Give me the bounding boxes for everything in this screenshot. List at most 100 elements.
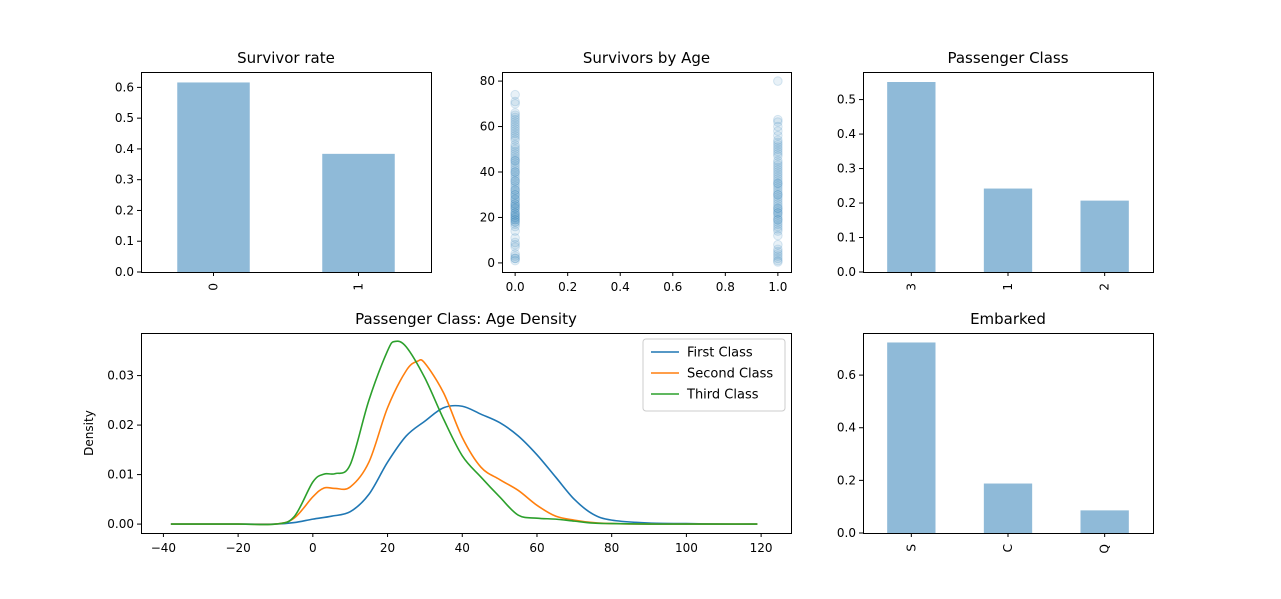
survivors-by-age-point [773,167,783,177]
survivors-by-age-point [773,126,783,136]
survivors-by-age-point [773,185,783,195]
survivors-by-age-point [510,194,520,205]
survivors-by-age-point [510,114,520,125]
embarked-xtick-label: Q [1098,544,1112,553]
survivor-rate-ytick-label: 0.2 [115,203,134,217]
survivors-by-age-point [773,114,783,125]
embarked-bar-C [983,483,1033,533]
passenger-class-xtick-label: 1 [1001,283,1015,291]
survivors-by-age-point [510,89,520,100]
survivors-by-age-point [510,192,520,202]
survivors-by-age-point [773,208,783,218]
survivors-by-age-point [773,130,783,141]
survivors-by-age-point [773,226,783,236]
survivors-by-age-point [773,176,783,186]
survivors-by-age-point [510,251,520,261]
survivors-by-age-point [510,199,520,209]
passenger-class-bar-2 [1080,200,1129,272]
survivors-by-age-point [510,176,520,186]
survivors-by-age-point [510,203,520,214]
survivors-by-age-point [773,203,783,214]
survivors-by-age-point [510,155,520,166]
survivors-by-age-point [773,253,783,264]
survivors-by-age-point [510,117,520,127]
survivors-by-age-point [510,110,520,120]
survivors-by-age-point [510,126,520,136]
age-density-xtick-label: 80 [604,541,619,555]
survivors-by-age-point [773,249,783,259]
survivors-by-age-point [510,208,520,218]
embarked-chart: S C Q 0.0 0.2 0.4 0.6 Embarked [837,310,1154,553]
survivors-by-age-point [773,164,783,175]
age-density-legend-box [642,338,786,412]
survivors-by-age-point [773,214,783,225]
survivors-by-age-point [510,212,520,223]
passenger-class-ytick-label: 0.5 [837,93,856,107]
survivors-by-age-point [773,117,783,127]
survivors-by-age-point [773,137,783,148]
survivors-by-age-xtick-label: 1.0 [768,280,787,294]
survivors-by-age-title: Survivors by Age [583,49,710,67]
age-density-ytick-label: 0.03 [107,369,134,383]
embarked-bar-Q [1080,510,1129,533]
survivors-by-age-point [510,253,520,264]
survivors-by-age-point [773,180,783,191]
survivors-by-age-point [773,244,783,255]
survivors-by-age-point [510,96,520,107]
age-density-title: Passenger Class: Age Density [355,310,577,328]
survivor-rate-bar-0 [177,82,250,272]
survivors-by-age-ytick-label: 80 [480,74,495,88]
survivors-by-age-point [510,176,520,186]
survivors-by-age-point [510,242,520,252]
embarked-xtick-label: C [1001,544,1015,552]
survivors-by-age-point [510,185,520,195]
survivors-by-age-point [510,174,520,184]
survivors-by-age-point [510,160,520,170]
survivors-by-age-point [510,214,520,225]
survivors-by-age-xtick-label: 0.4 [611,280,630,294]
age-density-xtick-label: 100 [675,541,698,555]
survivors-by-age-point [773,221,783,232]
age-density-series-line-0 [170,404,758,525]
survivors-by-age-point [510,217,520,227]
survivor-rate-xtick-label: 0 [207,283,221,291]
survivors-by-age-point [510,108,520,118]
age-density-xtick-label: −40 [151,541,176,555]
survivors-by-age-point [773,255,783,266]
age-density-legend-label-0: First Class [687,346,753,361]
age-density-legend: First Class Second Class Third Class [642,338,786,412]
survivors-by-age-point [510,144,520,155]
survivor-rate-bar-1 [322,153,395,272]
survivors-by-age-point [510,162,520,173]
survivors-by-age-point [773,155,783,166]
survivors-by-age-point [510,199,520,209]
survivors-by-age-point [510,178,520,189]
survivors-by-age-point [510,169,520,180]
passenger-class-chart: 3 1 2 0.0 0.1 0.2 0.3 0.4 0.5 Passenger Class [837,49,1154,291]
survivors-by-age-point [773,203,783,214]
age-density-ytick-label: 0.00 [107,517,134,531]
passenger-class-bar-1 [983,188,1033,272]
survivors-by-age-ytick-label: 20 [480,210,495,224]
survivors-by-age-point [510,130,520,141]
survivor-rate-ytick-label: 0.3 [115,173,134,187]
survivors-by-age-point [510,112,520,123]
survivors-by-age-point [510,155,520,166]
age-density-xtick-label: 120 [750,541,773,555]
survivor-rate-ytick-label: 0.5 [115,111,134,125]
embarked-frame [863,333,1154,534]
survivors-by-age-point [510,142,520,152]
age-density-legend-label-2: Third Class [686,388,759,403]
age-density-xtick-label: 0 [309,541,317,555]
survivors-by-age-point [773,196,783,207]
age-density-frame [141,333,792,534]
survivors-by-age-point [510,217,520,227]
survivors-by-age-point [510,153,520,164]
age-density-legend-label-1: Second Class [687,367,773,382]
survivors-by-age-xtick-label: 0.0 [506,280,525,294]
embarked-title: Embarked [970,310,1046,328]
survivors-by-age-point [510,149,520,159]
survivors-by-age-point [510,249,520,259]
survivors-by-age-point [510,146,520,157]
